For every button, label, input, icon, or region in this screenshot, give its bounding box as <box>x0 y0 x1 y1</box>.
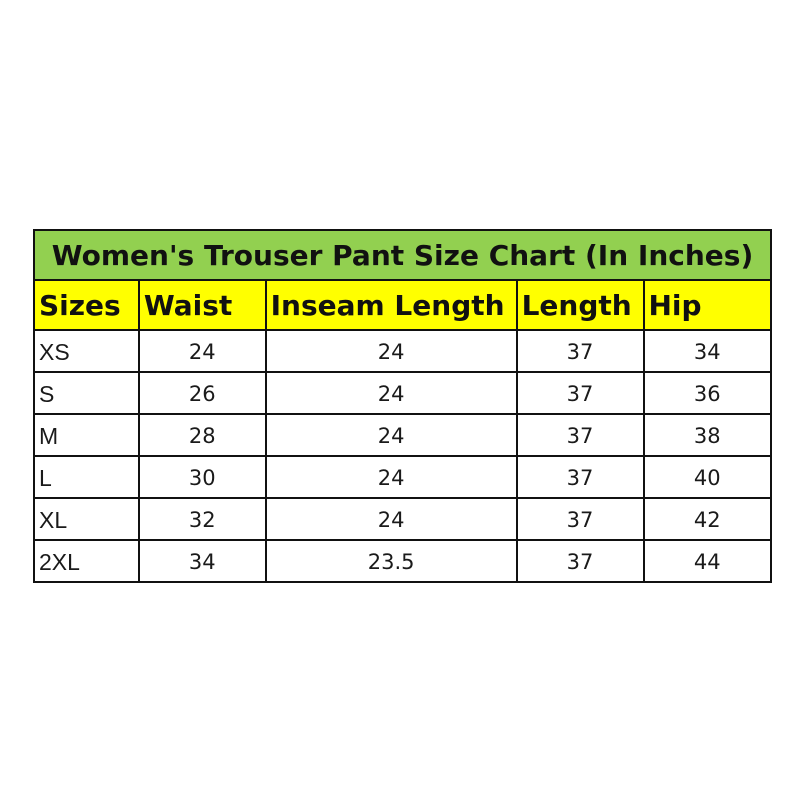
cell-size: L <box>33 455 140 499</box>
cell-length: 37 <box>515 539 645 583</box>
cell-length: 37 <box>515 413 645 457</box>
cell-hip: 42 <box>642 497 772 541</box>
table-row: XS 24 24 37 34 <box>33 329 772 373</box>
cell-inseam-length: 24 <box>264 329 518 373</box>
cell-length: 37 <box>515 371 645 415</box>
cell-inseam-length: 24 <box>264 371 518 415</box>
cell-inseam-length: 23.5 <box>264 539 518 583</box>
table-row: XL 32 24 37 42 <box>33 497 772 541</box>
cell-waist: 34 <box>137 539 267 583</box>
cell-waist: 24 <box>137 329 267 373</box>
table-row: L 30 24 37 40 <box>33 455 772 499</box>
cell-size: XS <box>33 329 140 373</box>
cell-hip: 36 <box>642 371 772 415</box>
cell-hip: 34 <box>642 329 772 373</box>
header-inseam-length: Inseam Length <box>264 279 518 331</box>
table-row: M 28 24 37 38 <box>33 413 772 457</box>
table-row: 2XL 34 23.5 37 44 <box>33 539 772 583</box>
cell-inseam-length: 24 <box>264 455 518 499</box>
cell-waist: 30 <box>137 455 267 499</box>
header-waist: Waist <box>137 279 267 331</box>
cell-length: 37 <box>515 455 645 499</box>
cell-hip: 40 <box>642 455 772 499</box>
cell-waist: 26 <box>137 371 267 415</box>
cell-length: 37 <box>515 329 645 373</box>
cell-length: 37 <box>515 497 645 541</box>
table-title: Women's Trouser Pant Size Chart (In Inch… <box>33 229 772 281</box>
header-row: Sizes Waist Inseam Length Length Hip <box>33 279 772 331</box>
cell-waist: 32 <box>137 497 267 541</box>
table-row: S 26 24 37 36 <box>33 371 772 415</box>
cell-hip: 44 <box>642 539 772 583</box>
cell-inseam-length: 24 <box>264 497 518 541</box>
header-length: Length <box>515 279 645 331</box>
header-sizes: Sizes <box>33 279 140 331</box>
header-hip: Hip <box>642 279 772 331</box>
cell-hip: 38 <box>642 413 772 457</box>
cell-waist: 28 <box>137 413 267 457</box>
cell-size: M <box>33 413 140 457</box>
cell-size: XL <box>33 497 140 541</box>
size-chart-table: Women's Trouser Pant Size Chart (In Inch… <box>33 229 772 583</box>
cell-inseam-length: 24 <box>264 413 518 457</box>
cell-size: 2XL <box>33 539 140 583</box>
cell-size: S <box>33 371 140 415</box>
